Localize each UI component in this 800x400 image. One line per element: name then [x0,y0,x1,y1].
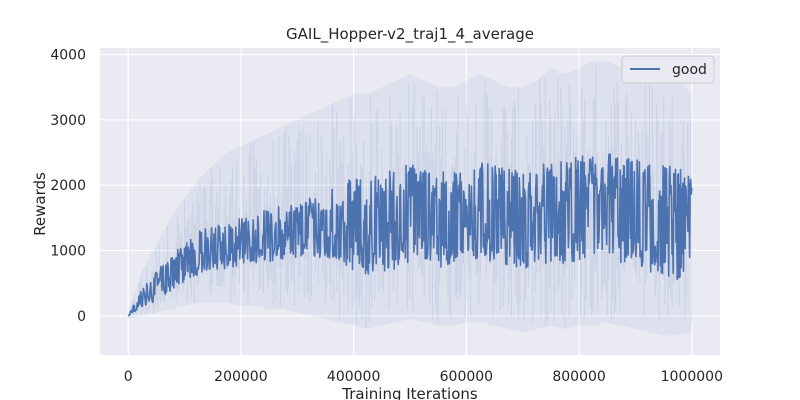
y-axis-label: Rewards [31,172,49,236]
chart-title: GAIL_Hopper-v2_traj1_4_average [286,25,534,44]
x-ticks: 0 200000 400000 600000 800000 1000000 [124,369,723,385]
series-line-good [127,153,693,317]
y-tick-label: 2000 [50,178,86,194]
x-tick-label: 800000 [552,369,605,385]
x-tick-label: 600000 [440,369,493,385]
y-tick-label: 4000 [50,48,86,64]
x-tick-label: 400000 [327,369,380,385]
y-tick-label: 1000 [50,243,86,259]
legend-box [621,55,715,84]
y-ticks: 0 1000 2000 3000 4000 [50,48,86,325]
y-tick-label: 3000 [50,113,86,129]
x-tick-label: 0 [124,369,133,385]
series-lines [127,153,693,317]
x-axis-label: Training Iterations [341,385,478,400]
x-tick-label: 1000000 [661,369,723,385]
legend: good [621,55,715,84]
y-tick-label: 0 [77,309,86,325]
x-tick-label: 200000 [214,369,267,385]
legend-label-good: good [672,62,707,78]
